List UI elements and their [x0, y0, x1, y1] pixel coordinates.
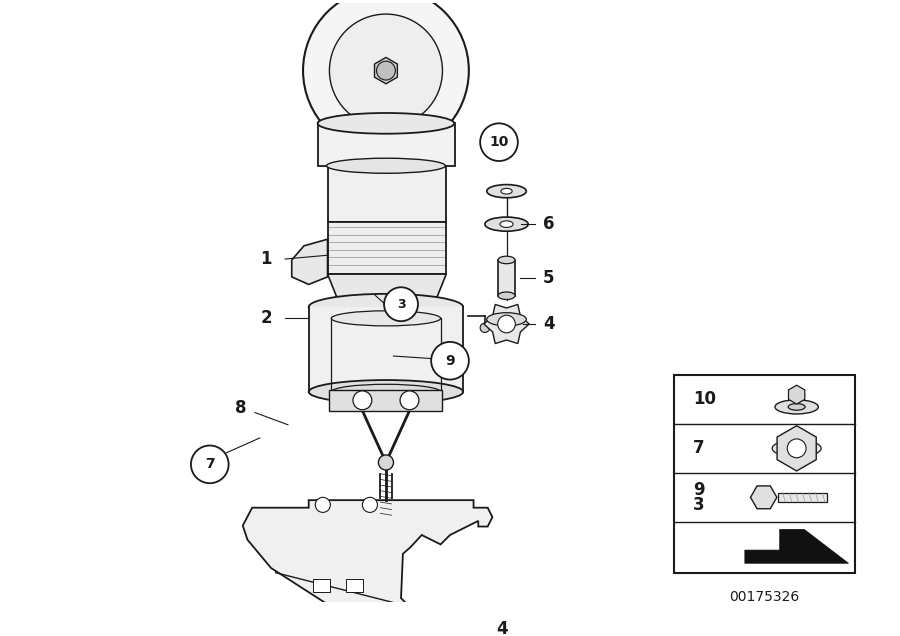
Circle shape — [353, 391, 372, 410]
Bar — [346, 579, 364, 593]
Ellipse shape — [772, 440, 821, 457]
Circle shape — [400, 391, 418, 410]
Text: 10: 10 — [490, 135, 508, 149]
Polygon shape — [243, 500, 492, 626]
Bar — [674, 375, 855, 572]
Text: 00175326: 00175326 — [730, 590, 800, 604]
Polygon shape — [374, 57, 398, 84]
Text: 9: 9 — [446, 354, 454, 368]
Text: 5: 5 — [544, 269, 554, 287]
Circle shape — [303, 0, 469, 153]
Text: 1: 1 — [261, 250, 272, 268]
Circle shape — [191, 446, 229, 483]
Bar — [318, 123, 454, 166]
Text: 9: 9 — [693, 481, 705, 499]
Ellipse shape — [487, 184, 526, 198]
Polygon shape — [292, 239, 328, 284]
Text: 8: 8 — [235, 399, 247, 417]
Ellipse shape — [309, 294, 464, 321]
Text: 7: 7 — [693, 439, 705, 457]
Circle shape — [480, 123, 518, 161]
Text: 3: 3 — [693, 496, 705, 514]
Ellipse shape — [327, 158, 446, 173]
Text: 4: 4 — [496, 620, 508, 636]
Ellipse shape — [369, 633, 409, 636]
Polygon shape — [366, 610, 411, 636]
Ellipse shape — [501, 188, 512, 194]
Circle shape — [384, 287, 418, 321]
Ellipse shape — [331, 311, 441, 326]
Ellipse shape — [331, 384, 441, 399]
Polygon shape — [751, 486, 777, 509]
Ellipse shape — [318, 113, 454, 134]
Text: 10: 10 — [693, 391, 716, 408]
Bar — [309, 307, 464, 392]
Polygon shape — [328, 274, 446, 302]
Polygon shape — [484, 305, 529, 343]
Ellipse shape — [485, 217, 528, 232]
Ellipse shape — [788, 404, 806, 410]
Circle shape — [380, 620, 398, 636]
Text: 3: 3 — [397, 298, 405, 311]
Bar — [778, 493, 827, 502]
Circle shape — [788, 439, 806, 458]
Polygon shape — [745, 529, 849, 563]
Bar — [498, 260, 515, 296]
Bar — [328, 222, 446, 274]
Bar — [313, 579, 330, 593]
Circle shape — [376, 61, 395, 80]
Circle shape — [315, 497, 330, 513]
Circle shape — [498, 315, 516, 333]
Circle shape — [363, 497, 377, 513]
Text: 2: 2 — [260, 309, 272, 328]
Ellipse shape — [500, 221, 513, 228]
Polygon shape — [788, 385, 805, 404]
Polygon shape — [777, 425, 816, 471]
Circle shape — [329, 14, 443, 127]
Circle shape — [378, 455, 393, 470]
Ellipse shape — [309, 380, 464, 404]
Circle shape — [480, 323, 490, 333]
Ellipse shape — [487, 313, 526, 326]
Bar — [329, 390, 443, 411]
Circle shape — [431, 342, 469, 380]
Ellipse shape — [498, 292, 515, 300]
Ellipse shape — [498, 256, 515, 264]
Text: 7: 7 — [205, 457, 214, 471]
Bar — [328, 166, 446, 222]
Ellipse shape — [775, 400, 818, 414]
Text: 4: 4 — [543, 315, 554, 333]
Text: 6: 6 — [544, 215, 554, 233]
